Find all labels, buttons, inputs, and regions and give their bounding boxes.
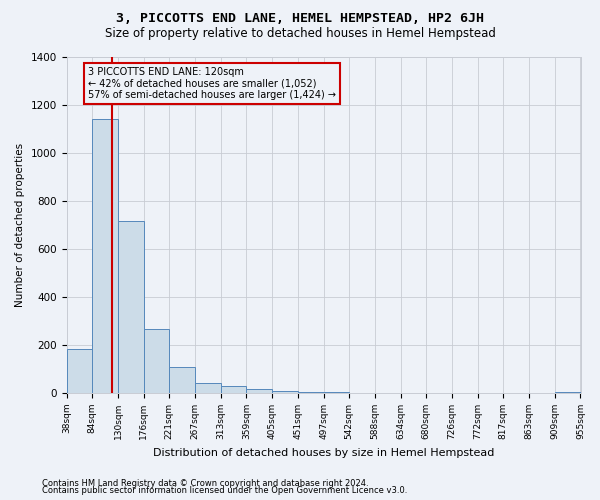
Bar [272, 390, 298, 393]
Text: 3 PICCOTTS END LANE: 120sqm
← 42% of detached houses are smaller (1,052)
57% of : 3 PICCOTTS END LANE: 120sqm ← 42% of det… [88, 66, 336, 100]
Bar [118, 221, 144, 393]
Text: 3, PICCOTTS END LANE, HEMEL HEMPSTEAD, HP2 6JH: 3, PICCOTTS END LANE, HEMEL HEMPSTEAD, H… [116, 12, 484, 26]
Bar [169, 366, 195, 393]
Bar [324, 392, 349, 393]
Bar [247, 390, 272, 393]
Bar [92, 119, 118, 393]
Text: Contains public sector information licensed under the Open Government Licence v3: Contains public sector information licen… [42, 486, 407, 495]
Text: Contains HM Land Registry data © Crown copyright and database right 2024.: Contains HM Land Registry data © Crown c… [42, 478, 368, 488]
Bar [555, 392, 581, 393]
Bar [195, 384, 221, 393]
Y-axis label: Number of detached properties: Number of detached properties [15, 142, 25, 307]
Bar [67, 348, 92, 393]
Bar [221, 386, 247, 393]
Bar [298, 392, 324, 393]
Bar [144, 330, 169, 393]
X-axis label: Distribution of detached houses by size in Hemel Hempstead: Distribution of detached houses by size … [153, 448, 494, 458]
Text: Size of property relative to detached houses in Hemel Hempstead: Size of property relative to detached ho… [104, 28, 496, 40]
